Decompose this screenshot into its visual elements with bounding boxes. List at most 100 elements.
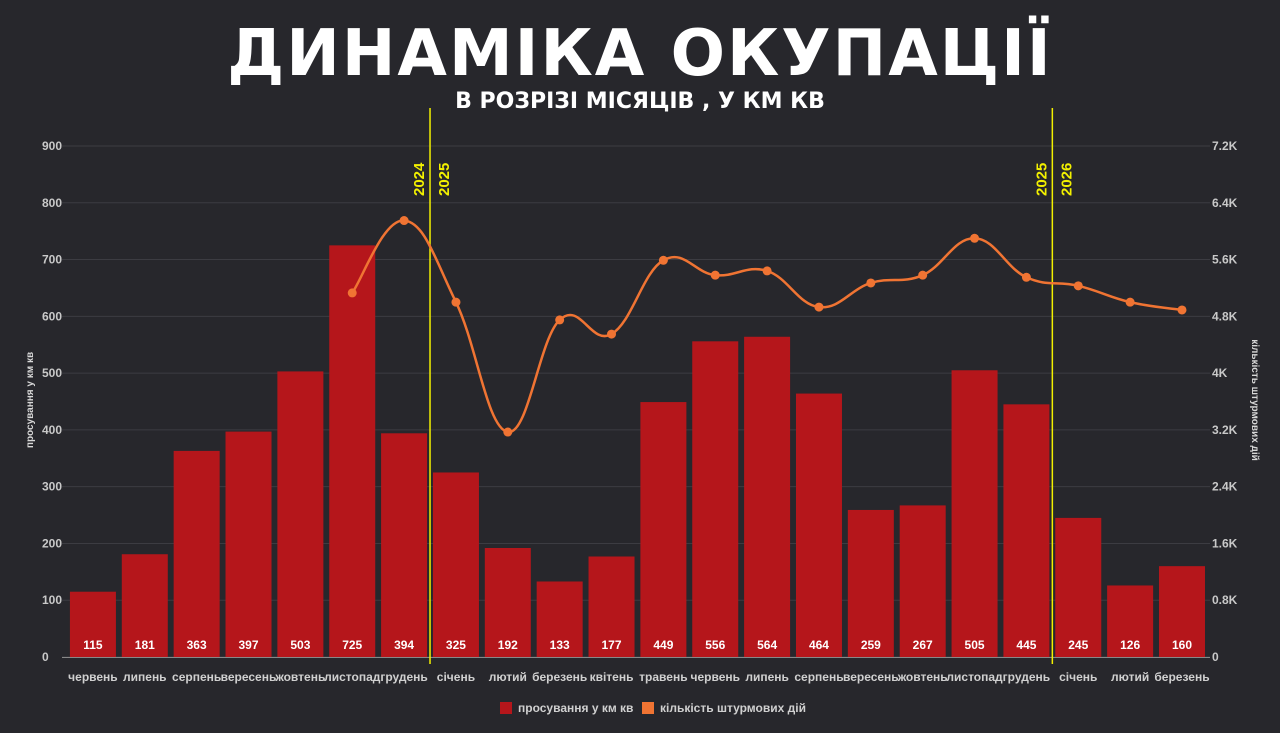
bar <box>588 556 635 657</box>
y2-tick-label: 0 <box>1212 650 1219 664</box>
bar-value-label: 503 <box>290 638 310 652</box>
bar-value-label: 505 <box>965 638 985 652</box>
y2-tick-label: 4K <box>1212 366 1228 380</box>
bar-value-label: 449 <box>653 638 673 652</box>
x-tick-label: липень <box>123 670 167 684</box>
line-point <box>710 270 720 280</box>
x-tick-label: листопад <box>324 670 381 684</box>
bar-value-label: 363 <box>187 638 207 652</box>
bar-value-label: 160 <box>1172 638 1192 652</box>
y-tick-label: 200 <box>42 536 62 550</box>
bar <box>432 472 479 657</box>
y-tick-label: 300 <box>42 480 62 494</box>
bar-value-label: 725 <box>342 638 362 652</box>
y-tick-label: 900 <box>42 139 62 153</box>
bar <box>173 450 220 657</box>
x-tick-label: вересень <box>221 670 277 684</box>
y-tick-label: 400 <box>42 423 62 437</box>
line-point <box>1177 305 1187 315</box>
line-point <box>866 278 876 288</box>
bar-value-label: 564 <box>757 638 777 652</box>
x-tick-label: жовтень <box>274 670 325 684</box>
bar <box>69 591 116 657</box>
year-label: 2025 <box>436 163 453 196</box>
legend-swatch-bars <box>500 702 512 714</box>
x-tick-label: червень <box>68 670 118 684</box>
line-point <box>1125 297 1135 307</box>
bar <box>484 547 531 657</box>
y-tick-label: 800 <box>42 196 62 210</box>
y2-tick-label: 5.6K <box>1212 253 1238 267</box>
year-label: 2024 <box>411 162 428 196</box>
bar <box>847 509 894 657</box>
x-tick-label: березень <box>532 670 587 684</box>
x-tick-label: грудень <box>380 670 427 684</box>
line-point <box>762 266 772 276</box>
x-tick-label: квітень <box>590 670 634 684</box>
line-point <box>347 288 357 298</box>
bar <box>1158 566 1205 657</box>
y-tick-label: 100 <box>42 593 62 607</box>
legend-label-bars: просування у км кв <box>518 701 633 715</box>
bar <box>225 431 272 657</box>
bar-value-label: 177 <box>602 638 622 652</box>
x-tick-label: червень <box>691 670 741 684</box>
x-tick-label: травень <box>639 670 687 684</box>
legend-swatch-line <box>642 702 654 714</box>
bar-value-label: 259 <box>861 638 881 652</box>
bar <box>899 505 946 657</box>
x-tick-label: жовтень <box>897 670 948 684</box>
x-tick-label: вересень <box>843 670 899 684</box>
bar <box>795 393 842 657</box>
line-point <box>1073 281 1083 291</box>
bar-value-label: 126 <box>1120 638 1140 652</box>
x-tick-label: лютий <box>489 670 527 684</box>
bar-value-label: 192 <box>498 638 518 652</box>
x-tick-label: серпень <box>172 670 221 684</box>
bar <box>1003 404 1050 657</box>
line-point <box>451 297 461 307</box>
x-tick-label: січень <box>1059 670 1097 684</box>
bar <box>381 433 428 657</box>
y-axis-title: просування у км кв <box>25 352 36 448</box>
y2-tick-label: 2.4K <box>1212 480 1238 494</box>
line-point <box>555 315 565 325</box>
bar <box>1055 517 1102 657</box>
bar <box>744 336 791 657</box>
line-point <box>918 270 928 280</box>
year-label: 2025 <box>1033 163 1050 196</box>
line-point <box>658 255 668 265</box>
bar-value-label: 267 <box>913 638 933 652</box>
y-tick-label: 0 <box>42 650 49 664</box>
chart-title: ДИНАМІКА ОКУПАЦІЇ <box>227 17 1053 91</box>
line-point <box>1021 272 1031 282</box>
bar <box>951 370 998 657</box>
bar-value-label: 325 <box>446 638 466 652</box>
bar-value-label: 133 <box>550 638 570 652</box>
bar-value-label: 394 <box>394 638 414 652</box>
y-tick-label: 500 <box>42 366 62 380</box>
line-point <box>814 302 824 312</box>
bar-value-label: 115 <box>83 638 103 652</box>
bar <box>121 554 168 657</box>
bar <box>536 581 583 657</box>
bar-value-label: 245 <box>1068 638 1088 652</box>
bar-value-label: 445 <box>1016 638 1036 652</box>
year-label: 2026 <box>1058 163 1075 196</box>
line-point <box>503 427 513 437</box>
bar <box>329 245 376 657</box>
x-tick-label: грудень <box>1003 670 1050 684</box>
line-point <box>399 216 409 226</box>
x-tick-label: липень <box>745 670 789 684</box>
line-point <box>607 329 617 339</box>
y2-tick-label: 4.8K <box>1212 309 1238 323</box>
bar-value-label: 464 <box>809 638 829 652</box>
bar <box>692 341 739 657</box>
line-point <box>970 233 980 243</box>
y-tick-label: 700 <box>42 253 62 267</box>
legend-label-line: кількість штурмових дій <box>660 701 806 715</box>
x-tick-label: січень <box>437 670 475 684</box>
y2-axis-title: кількість штурмових дій <box>1249 339 1260 461</box>
y2-tick-label: 0.8K <box>1212 593 1238 607</box>
